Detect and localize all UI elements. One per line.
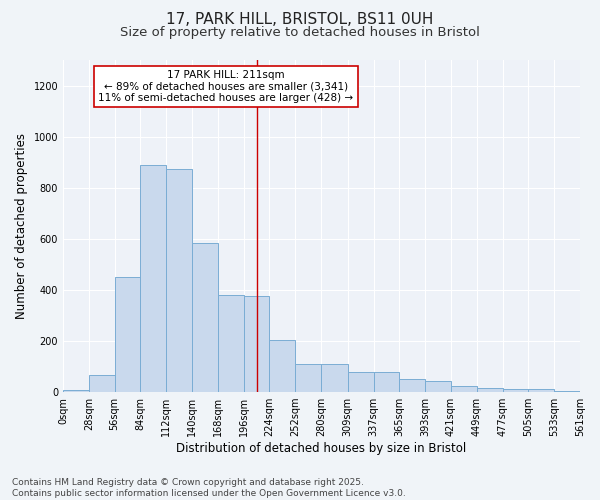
Bar (529, 389, 554, 392)
Bar (321, 364, 348, 392)
Bar (218, 295, 244, 392)
X-axis label: Distribution of detached houses by size in Bristol: Distribution of detached houses by size … (176, 442, 467, 455)
Bar (425, 380, 451, 392)
Bar (451, 386, 477, 392)
Y-axis label: Number of detached properties: Number of detached properties (15, 133, 28, 319)
Bar (400, 380, 425, 392)
Bar (374, 372, 400, 392)
Bar (89, 376, 115, 392)
Text: Size of property relative to detached houses in Bristol: Size of property relative to detached ho… (120, 26, 480, 39)
Bar (554, 391, 580, 392)
Text: 17 PARK HILL: 211sqm
← 89% of detached houses are smaller (3,341)
11% of semi-de: 17 PARK HILL: 211sqm ← 89% of detached h… (98, 70, 353, 103)
Text: Contains HM Land Registry data © Crown copyright and database right 2025.
Contai: Contains HM Land Registry data © Crown c… (12, 478, 406, 498)
Bar (115, 277, 140, 392)
Bar (244, 296, 269, 392)
Bar (295, 364, 321, 392)
Bar (63, 390, 89, 392)
Bar (192, 242, 218, 392)
Bar (166, 168, 192, 392)
Bar (269, 340, 295, 392)
Bar (140, 164, 166, 392)
Bar (477, 388, 503, 392)
Bar (503, 389, 529, 392)
Text: 17, PARK HILL, BRISTOL, BS11 0UH: 17, PARK HILL, BRISTOL, BS11 0UH (166, 12, 434, 28)
Bar (348, 372, 374, 392)
